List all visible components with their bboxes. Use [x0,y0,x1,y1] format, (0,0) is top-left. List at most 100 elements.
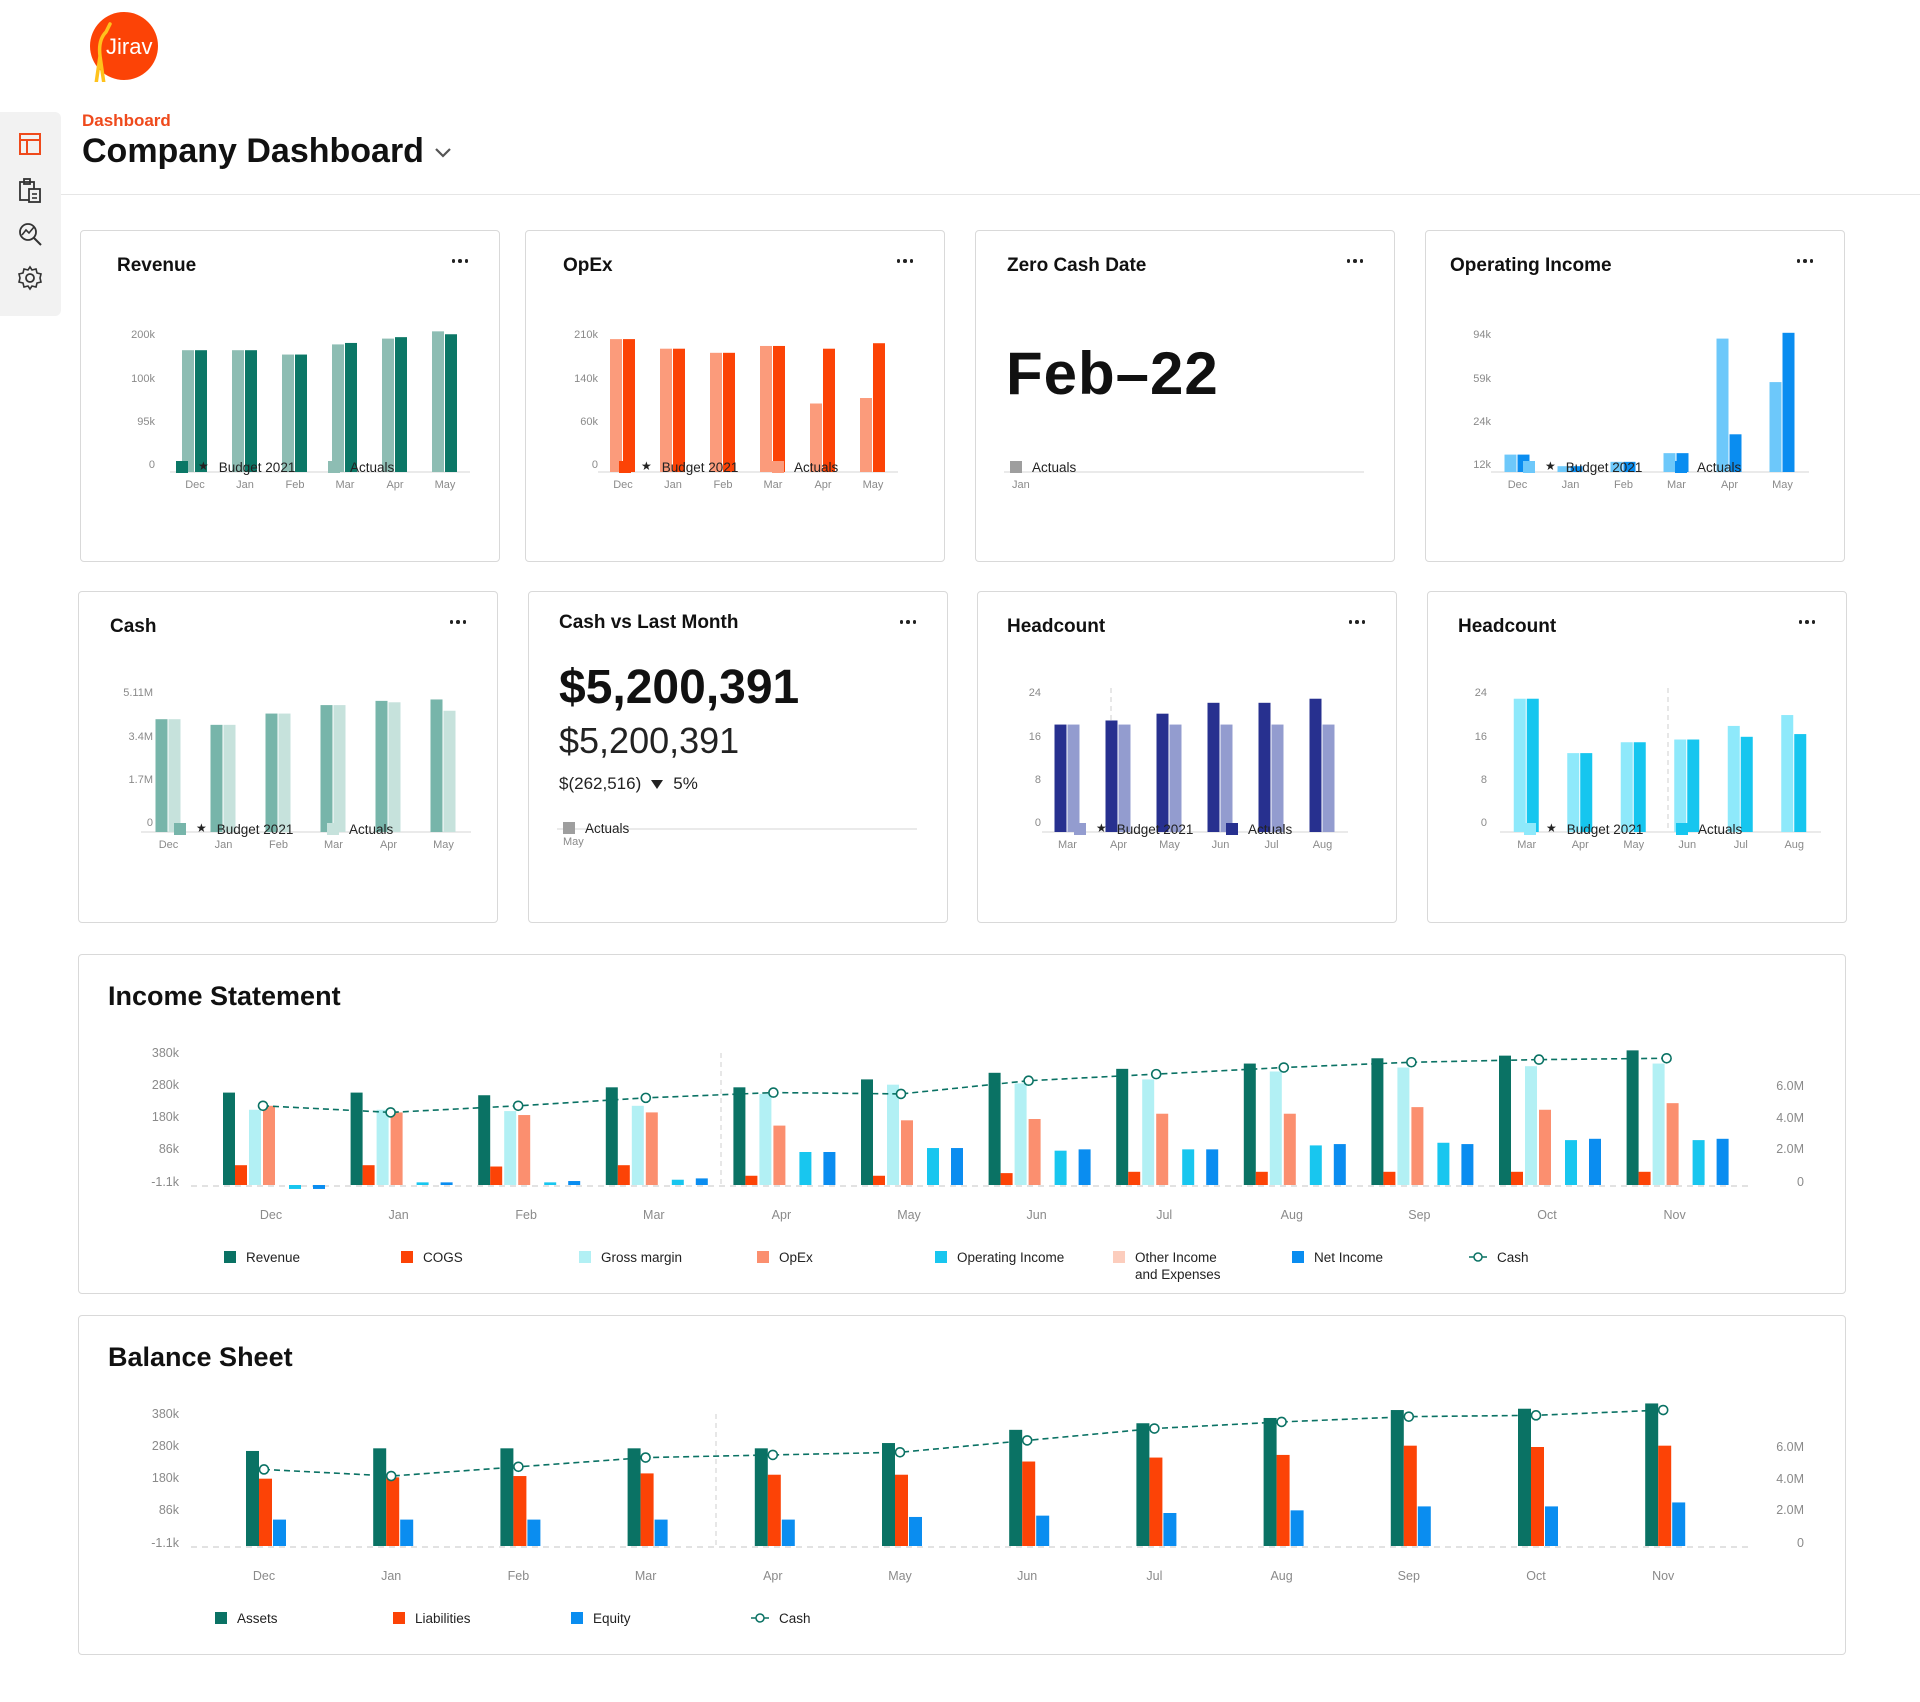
bar[interactable] [645,1112,658,1185]
bar[interactable] [1518,1408,1531,1546]
bar[interactable] [382,338,394,472]
legend-item[interactable]: Actuals [1676,821,1742,838]
bar[interactable] [773,345,785,472]
bar[interactable] [375,700,388,832]
bar[interactable] [1136,1423,1150,1546]
bar[interactable] [362,1165,375,1185]
bar[interactable] [1633,742,1646,832]
legend-item[interactable]: COGS [401,1249,463,1266]
cash-point[interactable] [640,1092,652,1104]
bar[interactable] [1036,1515,1050,1546]
bar[interactable] [1545,1506,1558,1546]
legend-item[interactable]: Liabilities [393,1610,471,1627]
bar[interactable] [1663,453,1676,472]
breadcrumb[interactable]: Dashboard [82,111,171,130]
bar[interactable] [627,1448,641,1546]
bar[interactable] [1156,1113,1169,1185]
bar[interactable] [1258,702,1271,832]
bar[interactable] [333,705,346,832]
bar[interactable] [1658,1445,1672,1546]
bar[interactable] [660,348,672,472]
cash-point[interactable] [1530,1410,1542,1421]
bar[interactable] [1371,1058,1384,1185]
settings-gear-icon[interactable] [16,264,44,292]
bar[interactable] [1403,1445,1417,1546]
bar[interactable] [1333,1144,1346,1185]
bar[interactable] [1716,1138,1729,1185]
bar[interactable] [155,719,168,832]
bar[interactable] [1645,1403,1659,1546]
legend-item[interactable]: Actuals [1010,459,1076,476]
bar[interactable] [1539,1109,1551,1185]
legend-item[interactable]: ★ Budget 2021 [619,459,738,476]
bar[interactable] [1437,1142,1450,1185]
bar[interactable] [1383,1171,1396,1185]
bar[interactable] [695,1178,708,1185]
bar[interactable] [1128,1171,1141,1185]
bar[interactable] [1276,1454,1290,1546]
bar[interactable] [861,1079,873,1185]
bar[interactable] [745,1175,758,1185]
legend-item[interactable]: Revenue [224,1249,300,1266]
bar[interactable] [1610,461,1623,472]
bar[interactable] [195,350,207,472]
legend-item[interactable]: OpEx [757,1249,813,1266]
bar[interactable] [518,1115,531,1185]
bar[interactable] [1687,739,1700,832]
bar[interactable] [1411,1107,1424,1185]
bar[interactable] [882,1443,895,1546]
bar[interactable] [873,1175,885,1185]
bar[interactable] [1513,698,1526,832]
bar[interactable] [386,1477,400,1546]
bar[interactable] [1009,1429,1023,1546]
bar[interactable] [478,1095,491,1185]
bar[interactable] [1207,702,1220,832]
bar[interactable] [873,343,885,472]
more-options-icon[interactable] [895,612,921,632]
bar[interactable] [773,1125,786,1185]
bar[interactable] [781,1519,795,1546]
chevron-down-icon[interactable] [432,141,454,163]
cash-point[interactable] [1149,1423,1160,1434]
bar[interactable] [799,1152,812,1185]
cash-point[interactable] [767,1449,779,1461]
bar[interactable] [1565,1140,1577,1185]
bar[interactable] [232,350,244,472]
bar[interactable] [610,339,622,472]
bar[interactable] [895,1474,908,1546]
bar[interactable] [278,713,291,832]
cash-point[interactable] [1657,1404,1669,1416]
bar[interactable] [1269,1071,1282,1185]
bar[interactable] [1626,1050,1639,1185]
bar[interactable] [767,1474,781,1546]
cash-point[interactable] [1023,1075,1034,1087]
bar[interactable] [246,1450,259,1546]
bar[interactable] [901,1120,913,1185]
bar[interactable] [259,1478,272,1546]
bar[interactable] [1782,332,1795,472]
bar[interactable] [1623,461,1636,472]
legend-item[interactable]: Net Income [1292,1249,1383,1266]
bar[interactable] [988,1072,1001,1185]
report-clipboard-icon[interactable] [16,176,44,204]
bar[interactable] [909,1516,922,1546]
bar[interactable] [210,724,223,832]
bar[interactable] [544,1182,557,1185]
bar[interactable] [332,344,344,472]
bar[interactable] [1169,724,1182,832]
bar[interactable] [1028,1119,1041,1185]
dashboard-icon[interactable] [16,130,44,158]
cash-point[interactable] [1150,1068,1162,1080]
bar[interactable] [1589,1138,1601,1185]
more-options-icon[interactable] [892,251,918,271]
bar[interactable] [1118,724,1131,832]
cash-point[interactable] [1406,1056,1417,1068]
bar[interactable] [733,1087,746,1185]
analysis-search-icon[interactable] [16,220,44,248]
cash-point[interactable] [1403,1411,1415,1422]
cash-point[interactable] [257,1100,269,1112]
bar[interactable] [235,1165,247,1185]
bar[interactable] [432,331,444,472]
legend-item[interactable]: ★ Budget 2021 [1523,459,1642,476]
legend-item[interactable]: Other Income and Expenses [1113,1249,1221,1283]
